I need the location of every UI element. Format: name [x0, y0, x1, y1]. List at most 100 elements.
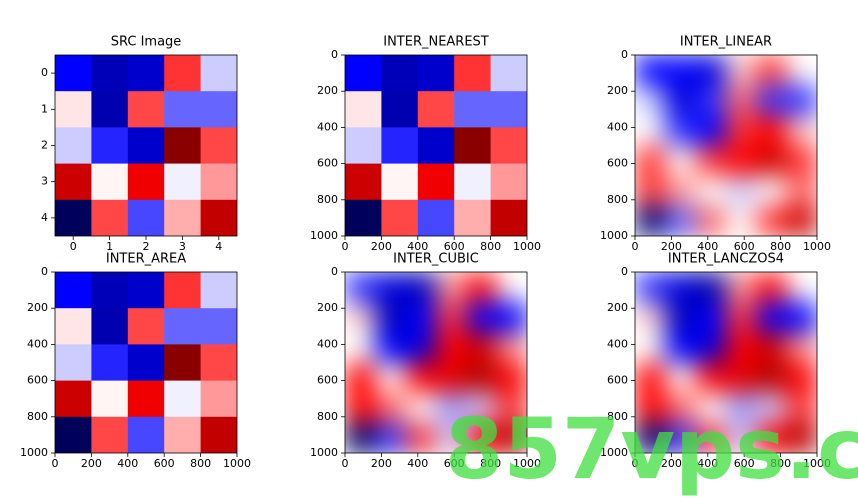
cell [756, 175, 788, 207]
cell [91, 199, 129, 236]
cell [200, 91, 237, 128]
cell [55, 55, 92, 92]
cell [164, 91, 202, 128]
cell [665, 85, 697, 116]
cell [127, 344, 165, 382]
cell [490, 199, 527, 236]
cell [127, 380, 165, 418]
x-tick-label: 0 [632, 240, 639, 253]
cell [756, 85, 788, 116]
cell [91, 380, 129, 418]
cell [756, 302, 788, 333]
cell [726, 115, 757, 147]
cell [695, 392, 727, 424]
cell [496, 362, 527, 394]
cell [635, 205, 666, 236]
cell [127, 55, 165, 92]
y-tick-label: 1000 [600, 229, 628, 242]
cell [665, 422, 697, 453]
y-tick-label: 200 [607, 84, 628, 97]
cell [786, 175, 817, 207]
y-tick-label: 200 [317, 84, 338, 97]
cell [436, 362, 467, 394]
cell [726, 175, 757, 207]
y-tick-label: 800 [317, 193, 338, 206]
cell [381, 199, 419, 236]
y-tick-label: 400 [607, 120, 628, 133]
cell [756, 145, 788, 177]
cell [786, 115, 817, 147]
x-tick-label: 0 [342, 240, 349, 253]
cell [466, 422, 498, 453]
cell [417, 199, 455, 236]
cell [345, 392, 376, 424]
y-tick-label: 1000 [310, 446, 338, 459]
cell [635, 145, 666, 177]
cell [466, 362, 498, 394]
cell [695, 302, 727, 333]
cell [726, 55, 757, 86]
plot-area [55, 272, 237, 453]
y-tick-label: 2 [41, 139, 48, 152]
cell [345, 422, 376, 453]
cell [55, 416, 92, 453]
cell [345, 272, 376, 303]
cell [164, 380, 202, 418]
cell [490, 163, 527, 201]
x-tick-label: 200 [661, 240, 682, 253]
cell [665, 55, 697, 86]
cell [726, 392, 757, 424]
subplot-title: INTER_NEAREST [383, 35, 489, 50]
cell [91, 308, 129, 345]
cell [786, 392, 817, 424]
x-tick-label: 0 [632, 457, 639, 470]
axes-frame [54, 271, 238, 454]
cell [436, 272, 467, 303]
image [345, 272, 527, 453]
cell [127, 308, 165, 345]
cell [695, 85, 727, 116]
y-tick-label: 200 [317, 301, 338, 314]
cell [466, 272, 498, 303]
cell [756, 422, 788, 453]
x-tick-label: 1000 [803, 240, 831, 253]
cell [345, 199, 382, 236]
cell [665, 302, 697, 333]
cell [496, 272, 527, 303]
x-tick-label: 400 [117, 457, 138, 470]
cell [200, 199, 237, 236]
cell [127, 199, 165, 236]
cell [91, 272, 129, 309]
cell [466, 392, 498, 424]
x-tick-label: 4 [215, 240, 222, 253]
y-tick-label: 1000 [310, 229, 338, 242]
cell [375, 422, 407, 453]
x-tick-label: 600 [734, 457, 755, 470]
cell [665, 175, 697, 207]
subplot-title: INTER_CUBIC [393, 252, 479, 267]
y-tick-label: 1 [41, 102, 48, 115]
cell [726, 362, 757, 394]
cell [695, 332, 727, 364]
cell [695, 175, 727, 207]
cell [466, 332, 498, 364]
y-tick-label: 0 [331, 265, 338, 278]
cell [436, 302, 467, 333]
cell [786, 85, 817, 116]
cell [405, 332, 437, 364]
y-tick-label: 0 [621, 265, 628, 278]
x-tick-label: 0 [70, 240, 77, 253]
y-tick-label: 800 [607, 193, 628, 206]
cell [200, 55, 237, 92]
plot-area [345, 272, 527, 453]
plot-area [55, 55, 237, 236]
cell [695, 145, 727, 177]
y-tick-label: 1000 [20, 446, 48, 459]
cell [454, 55, 492, 92]
x-tick-label: 1000 [513, 457, 541, 470]
cell [726, 302, 757, 333]
cell [436, 392, 467, 424]
cell [665, 115, 697, 147]
y-tick-label: 600 [317, 157, 338, 170]
cell [345, 362, 376, 394]
